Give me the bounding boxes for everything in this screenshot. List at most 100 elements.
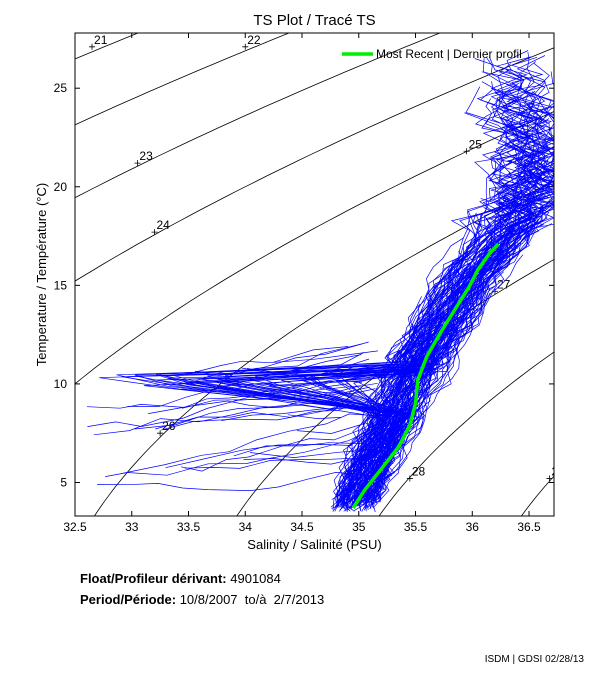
profile-line xyxy=(87,388,376,427)
profile-line xyxy=(148,400,352,414)
x-tick-label: 34 xyxy=(239,520,253,534)
profile-line xyxy=(362,106,554,503)
density-contour-28 xyxy=(378,351,554,516)
profile-line xyxy=(105,428,374,477)
profile-line xyxy=(243,454,371,465)
profile-line xyxy=(249,448,378,458)
profile-line xyxy=(334,306,438,509)
density-label-23: 23 xyxy=(139,149,153,163)
legend-label: Most Recent | Dernier profil xyxy=(376,47,522,61)
density-contour-27 xyxy=(236,259,554,516)
x-tick-label: 36.5 xyxy=(517,520,541,534)
profile-line xyxy=(311,332,414,499)
profile-line xyxy=(354,209,530,497)
density-marker-23 xyxy=(134,160,141,167)
most-recent-profile xyxy=(351,242,500,510)
profile-line xyxy=(184,457,375,469)
x-tick-label: 34.5 xyxy=(290,520,314,534)
profile-cloud xyxy=(86,50,554,513)
x-tick-label: 35 xyxy=(352,520,366,534)
profile-line xyxy=(158,83,550,500)
profile-line xyxy=(120,413,381,475)
density-contours: 21 22 23 24 25 26 27 28 29 xyxy=(75,33,565,516)
x-tick-label: 35.5 xyxy=(404,520,428,534)
profile-line xyxy=(181,374,360,393)
plot-frame xyxy=(74,32,555,517)
period-value: 10/8/2007 to/à 2/7/2013 xyxy=(179,592,325,607)
density-contour-26 xyxy=(93,180,554,516)
profile-line xyxy=(93,389,355,436)
density-contour-22 xyxy=(75,33,291,126)
profile-line xyxy=(373,292,491,503)
density-marker-21 xyxy=(89,43,96,50)
profile-line xyxy=(181,382,378,409)
profile-line xyxy=(333,296,422,506)
float-value: 4901084 xyxy=(230,571,281,586)
profile-line xyxy=(241,358,370,379)
profile-line xyxy=(330,132,554,508)
profile-line xyxy=(194,343,363,376)
y-tick-label: 5 xyxy=(60,475,67,489)
profile-line xyxy=(324,386,370,403)
profile-line xyxy=(342,315,443,499)
profile-line xyxy=(344,198,510,499)
profile-line xyxy=(338,56,553,509)
y-axis-label: Temperature / Température (°C) xyxy=(34,183,49,366)
density-label-28: 28 xyxy=(412,465,426,479)
profile-line xyxy=(180,427,366,472)
profile-line xyxy=(344,159,549,512)
profile-line xyxy=(161,404,354,431)
density-contour-23 xyxy=(75,33,441,199)
y-tick-label: 10 xyxy=(54,377,68,391)
profile-line xyxy=(365,98,554,511)
profile-line xyxy=(370,369,434,504)
profile-line xyxy=(86,379,362,409)
density-marker-26 xyxy=(157,430,164,437)
density-label-26: 26 xyxy=(162,419,176,433)
footer-credit: ISDM | GDSI 02/28/13 xyxy=(484,654,584,665)
y-tick-label: 20 xyxy=(54,180,68,194)
profile-line xyxy=(355,82,554,502)
profile-line xyxy=(155,402,359,430)
density-marker-25 xyxy=(463,148,470,155)
density-label-27: 27 xyxy=(497,277,511,291)
profile-line xyxy=(97,472,373,491)
profile-line xyxy=(219,380,362,394)
profile-line xyxy=(296,423,365,434)
density-label-22: 22 xyxy=(247,33,261,47)
profile-line xyxy=(373,337,460,508)
chart-title: TS Plot / Tracé TS xyxy=(253,12,375,29)
period-info: Period/Période: 10/8/2007 to/à 2/7/2013 xyxy=(80,592,324,607)
profile-line xyxy=(224,341,369,377)
profile-line xyxy=(165,444,352,469)
float-label: Float/Profileur dérivant: xyxy=(80,571,227,586)
profile-line xyxy=(354,191,524,503)
y-tick-label: 25 xyxy=(54,81,68,95)
x-tick-label: 36 xyxy=(466,520,480,534)
float-info: Float/Profileur dérivant: 4901084 xyxy=(80,571,281,586)
profile-line xyxy=(246,354,361,374)
density-label-24: 24 xyxy=(156,218,170,232)
x-tick-label: 33 xyxy=(125,520,139,534)
density-marker-27 xyxy=(491,288,498,295)
density-marker-24 xyxy=(151,229,158,236)
profile-line xyxy=(319,385,362,391)
profile-line xyxy=(181,350,378,376)
x-tick-label: 33.5 xyxy=(177,520,201,534)
profile-line xyxy=(331,366,355,377)
x-axis-label: Salinity / Salinité (PSU) xyxy=(247,537,381,552)
density-contour-24 xyxy=(75,47,554,282)
profile-line xyxy=(127,352,365,407)
density-marker-28 xyxy=(406,475,413,482)
legend: Most Recent | Dernier profil xyxy=(342,47,522,61)
profile-line xyxy=(354,236,497,505)
profile-line xyxy=(363,82,554,504)
density-marker-22 xyxy=(242,43,249,50)
density-label-25: 25 xyxy=(469,137,483,151)
y-tick-label: 15 xyxy=(54,278,68,292)
profile-line xyxy=(341,207,547,504)
density-contour-25 xyxy=(75,111,554,385)
density-label-29: 29 xyxy=(551,465,565,479)
profile-line xyxy=(320,373,355,376)
